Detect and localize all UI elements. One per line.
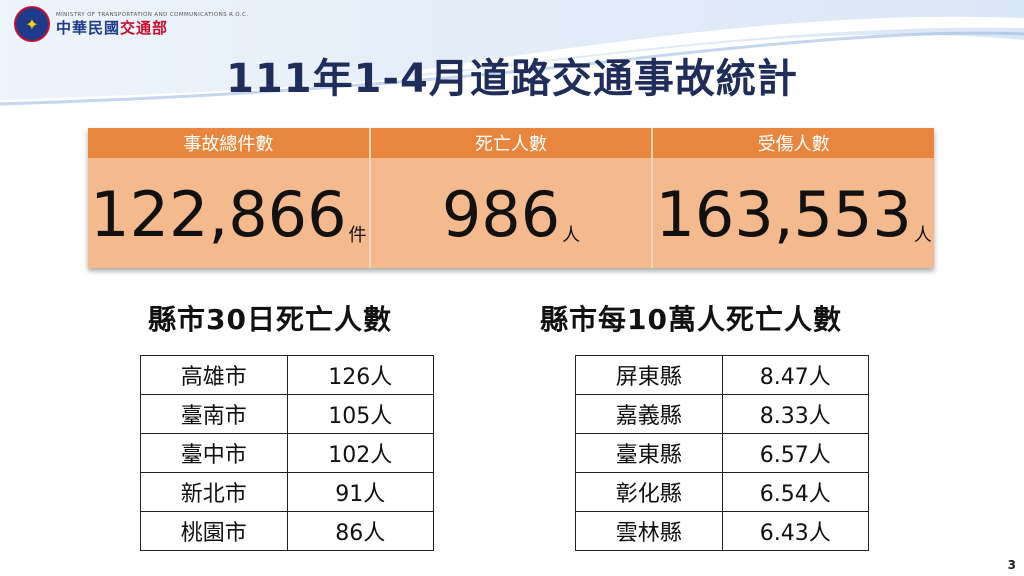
- value-cell: 6.43人: [721, 511, 869, 551]
- table-row: 高雄市 126人: [140, 355, 434, 395]
- value-cell: 126人: [286, 355, 434, 395]
- table-row: 臺中市 102人: [140, 433, 434, 473]
- ministry-logo: ✦ MINISTRY OF TRANSPORTATION AND COMMUNI…: [14, 6, 248, 42]
- stat-deaths: 死亡人數 986 人: [368, 128, 652, 268]
- summary-stats-panel: 事故總件數 122,866 件 死亡人數 986 人 受傷人數 163,553 …: [88, 128, 935, 268]
- slide-title: 111年1-4月道路交通事故統計: [226, 56, 798, 102]
- table-row: 彰化縣 6.54人: [575, 472, 869, 512]
- table-row: 新北市 91人: [140, 472, 434, 512]
- stat-unit: 人: [562, 225, 581, 246]
- header-swoosh-decoration: [0, 0, 1024, 106]
- left-table-title: 縣市30日死亡人數: [148, 303, 392, 336]
- county-cell: 屏東縣: [575, 355, 723, 395]
- stat-value: 122,866: [90, 178, 347, 251]
- county-cell: 嘉義縣: [575, 394, 723, 434]
- stat-unit: 人: [913, 225, 932, 246]
- value-cell: 105人: [286, 394, 434, 434]
- table-row: 臺東縣 6.57人: [575, 433, 869, 473]
- county-death-rate-table: 屏東縣 8.47人 嘉義縣 8.33人 臺東縣 6.57人 彰化縣 6.54人 雲林縣 6…: [575, 355, 869, 551]
- stat-value: 986: [441, 178, 561, 251]
- value-cell: 102人: [286, 433, 434, 473]
- stat-total-accidents: 事故總件數 122,866 件: [88, 128, 369, 268]
- value-cell: 8.33人: [721, 394, 869, 434]
- org-name-en: MINISTRY OF TRANSPORTATION AND COMMUNICA…: [56, 11, 249, 18]
- value-cell: 91人: [286, 472, 434, 512]
- county-cell: 彰化縣: [575, 472, 723, 512]
- stat-value: 163,553: [655, 178, 912, 251]
- table-row: 嘉義縣 8.33人: [575, 394, 869, 434]
- county-cell: 雲林縣: [575, 511, 723, 551]
- county-cell: 桃園市: [140, 511, 288, 551]
- stat-unit: 件: [348, 225, 367, 246]
- page-number: 3: [1007, 558, 1016, 572]
- county-cell: 新北市: [140, 472, 288, 512]
- county-cell: 高雄市: [140, 355, 288, 395]
- stat-label: 死亡人數: [370, 128, 652, 158]
- table-row: 臺南市 105人: [140, 394, 434, 434]
- ministry-emblem-icon: ✦: [14, 6, 50, 42]
- value-cell: 6.54人: [721, 472, 869, 512]
- org-name-zh: 中華民國交通部: [56, 18, 169, 37]
- right-table-title: 縣市每10萬人死亡人數: [540, 303, 842, 336]
- value-cell: 6.57人: [721, 433, 869, 473]
- value-cell: 86人: [286, 511, 434, 551]
- stat-label: 事故總件數: [88, 128, 369, 158]
- table-row: 雲林縣 6.43人: [575, 511, 869, 551]
- county-cell: 臺中市: [140, 433, 288, 473]
- value-cell: 8.47人: [721, 355, 869, 395]
- county-cell: 臺南市: [140, 394, 288, 434]
- stat-injuries: 受傷人數 163,553 人: [651, 128, 935, 268]
- table-row: 桃園市 86人: [140, 511, 434, 551]
- stat-label: 受傷人數: [653, 128, 935, 158]
- table-row: 屏東縣 8.47人: [575, 355, 869, 395]
- county-cell: 臺東縣: [575, 433, 723, 473]
- county-deaths-table: 高雄市 126人 臺南市 105人 臺中市 102人 新北市 91人 桃園市 86人: [140, 355, 434, 551]
